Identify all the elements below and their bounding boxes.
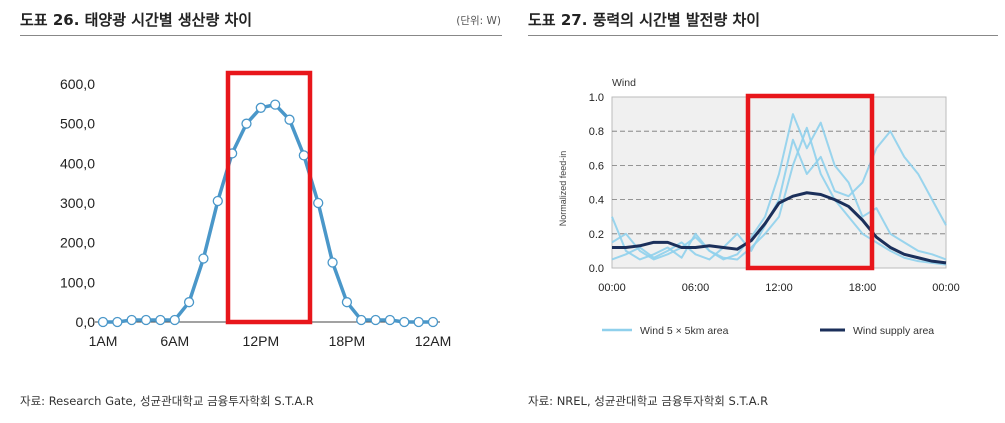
wind-chart: Wind 0.0 0.2 0.4 0.6 0.8 1.0 Normalized feed-in… — [558, 77, 960, 337]
data-point — [241, 118, 252, 129]
wind-5x5-series-line — [611, 126, 947, 266]
data-point — [169, 314, 180, 326]
data-point — [370, 314, 381, 326]
x-tick-label: 12:00 — [765, 282, 793, 294]
data-point — [284, 114, 295, 125]
highlight-box — [745, 93, 875, 271]
data-point — [413, 316, 424, 328]
title-divider — [528, 35, 998, 36]
data-point — [126, 314, 137, 326]
solar-chart: 0,0 100,0 200,0 300,0 400,0 500,0 600,0 1AM 6AM 1… — [60, 70, 452, 349]
title-divider — [20, 35, 502, 36]
x-tick-label: 12PM — [243, 333, 280, 349]
data-point — [155, 314, 166, 326]
y-tick-label: 300,0 — [60, 195, 95, 211]
solar-series-line — [103, 102, 433, 324]
legend-label: Wind supply area — [853, 325, 934, 337]
y-tick-label: 200,0 — [60, 235, 95, 251]
y-tick-label: 0.8 — [589, 126, 604, 138]
solar-unit-label: (단위: W) — [456, 15, 501, 27]
x-tick-label: 00:00 — [598, 282, 626, 294]
data-point — [255, 102, 266, 113]
y-tick-label: 100,0 — [60, 274, 95, 290]
y-tick-label: 600,0 — [60, 76, 95, 92]
data-point — [183, 297, 195, 308]
y-tick-label: 0.2 — [589, 229, 604, 241]
y-tick-label: 500,0 — [60, 116, 95, 132]
data-point — [313, 197, 324, 209]
y-tick-label: 1.0 — [589, 92, 604, 104]
x-tick-label: 18PM — [329, 333, 366, 349]
data-point — [341, 297, 353, 308]
wind-5x5-series-line — [611, 130, 947, 261]
legend-label: Wind 5 × 5km area — [640, 325, 729, 337]
x-tick-label: 18:00 — [849, 282, 877, 294]
x-tick-label: 00:00 — [932, 282, 960, 294]
data-point — [198, 253, 209, 264]
y-tick-label: 0.0 — [589, 263, 604, 275]
data-point — [97, 316, 109, 328]
data-point — [112, 316, 123, 328]
data-point — [356, 314, 367, 326]
y-tick-label: 0,0 — [76, 314, 96, 330]
y-tick-label: 0.6 — [589, 160, 604, 172]
wind-5x5-series-line — [611, 113, 947, 261]
y-tick-label: 0.4 — [589, 195, 604, 207]
highlight-box — [225, 70, 313, 325]
data-point — [298, 150, 310, 161]
x-tick-label: 06:00 — [682, 282, 710, 294]
y-tick-label: 400,0 — [60, 155, 95, 171]
y-axis-title: Normalized feed-in — [558, 151, 568, 227]
data-point — [327, 257, 338, 268]
data-point — [270, 99, 281, 110]
x-tick-label: 12AM — [415, 333, 452, 349]
wind-supply-series-line — [612, 191, 947, 265]
data-point — [140, 314, 152, 326]
data-point — [427, 316, 439, 328]
wind-source: 자료: NREL, 성균관대학교 금융투자학회 S.T.A.R — [528, 394, 769, 408]
data-point — [384, 314, 396, 326]
wind-panel: 도표 27. 풍력의 시간별 발전량 차이 Wind 0.0 0.2 0.4 0.6 0.… — [520, 0, 1005, 423]
x-tick-label: 1AM — [89, 333, 118, 349]
x-tick-label: 6AM — [160, 333, 189, 349]
wind-chart-title: 도표 27. 풍력의 시간별 발전량 차이 — [528, 11, 761, 29]
data-point — [399, 316, 410, 328]
data-point — [212, 195, 223, 207]
solar-chart-title: 도표 26. 태양광 시간별 생산량 차이 — [20, 11, 253, 29]
solar-panel: 도표 26. 태양광 시간별 생산량 차이 (단위: W) 0,0 100,0 20… — [20, 11, 502, 408]
wind-panel-title: Wind — [612, 77, 636, 89]
solar-source: 자료: Research Gate, 성균관대학교 금융투자학회 S.T.A.R — [20, 394, 314, 408]
